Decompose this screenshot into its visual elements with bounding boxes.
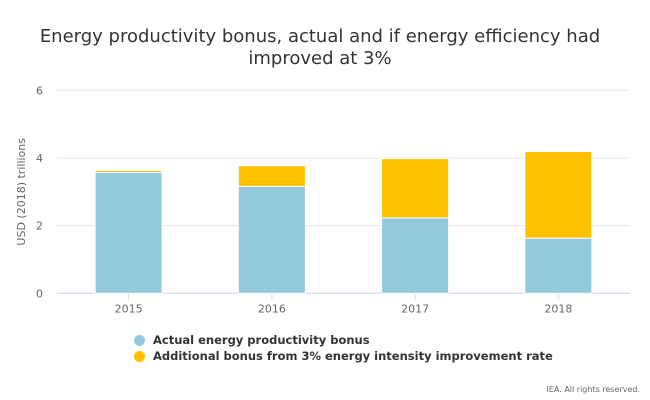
chart-title: Energy productivity bonus, actual and if… — [39, 26, 601, 69]
bar-actual-2015 — [94, 172, 163, 294]
bar-additional-2018 — [524, 151, 593, 239]
legend-label: Additional bonus from 3% energy intensit… — [153, 349, 553, 363]
legend-label: Actual energy productivity bonus — [153, 333, 370, 347]
x-tick-label: 2015 — [115, 302, 143, 315]
credit-text: IEA. All rights reserved. — [546, 385, 641, 394]
y-tick-label: 4 — [36, 152, 43, 165]
legend-item-actual[interactable]: Actual energy productivity bonus — [134, 333, 370, 347]
y-tick-label: 6 — [36, 84, 43, 97]
legend-item-additional[interactable]: Additional bonus from 3% energy intensit… — [134, 349, 553, 363]
bar-actual-2018 — [524, 237, 593, 294]
bar-additional-2015 — [94, 169, 163, 174]
y-tick-label: 0 — [36, 287, 43, 300]
legend-marker — [134, 334, 145, 346]
bar-additional-2017 — [381, 158, 450, 219]
bar-actual-2016 — [237, 185, 306, 294]
bar-additional-2016 — [237, 165, 306, 187]
bar-actual-2017 — [381, 217, 450, 294]
y-tick-label: 2 — [36, 220, 43, 233]
y-axis-title: USD (2018) trillions — [15, 138, 28, 246]
x-tick-label: 2017 — [401, 302, 429, 315]
x-tick-label: 2018 — [544, 302, 572, 315]
legend-marker — [134, 350, 145, 362]
x-tick-label: 2016 — [258, 302, 286, 315]
